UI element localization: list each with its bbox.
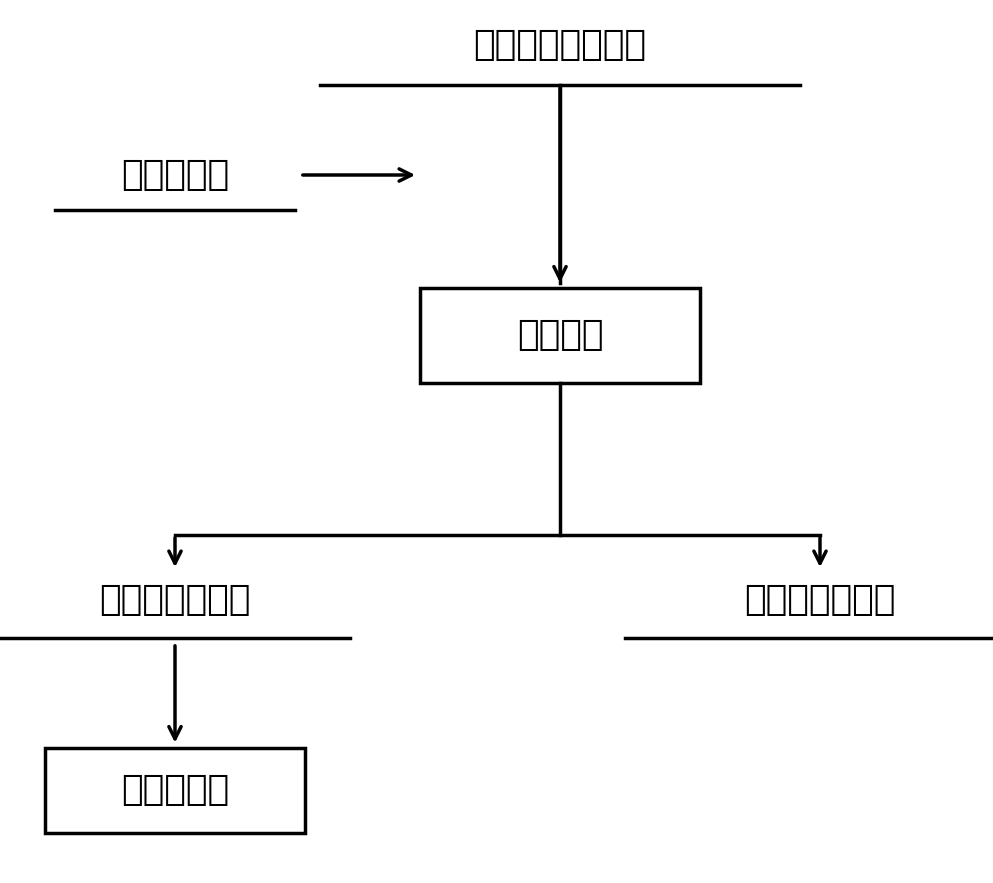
Bar xyxy=(420,288,700,382)
Text: 含铝吸附剂: 含铝吸附剂 xyxy=(121,158,229,192)
Bar xyxy=(45,748,305,833)
Text: 锂云母中性浸出液: 锂云母中性浸出液 xyxy=(474,28,646,62)
Text: 负载氟的吸附剂: 负载氟的吸附剂 xyxy=(99,583,250,617)
Text: 吸附剂再生: 吸附剂再生 xyxy=(121,773,229,807)
Text: 脱氟中性浸出液: 脱氟中性浸出液 xyxy=(745,583,896,617)
Text: 配位吸附: 配位吸附 xyxy=(516,318,604,352)
